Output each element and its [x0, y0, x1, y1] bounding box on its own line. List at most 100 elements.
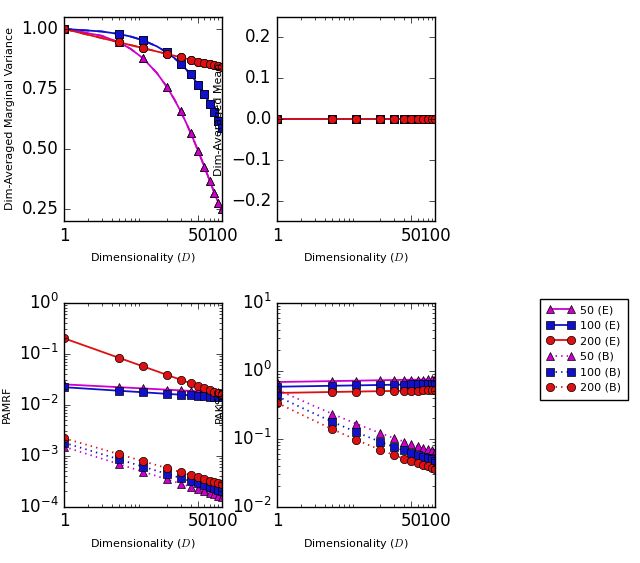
- 50 (B): [408, 441, 415, 448]
- 50 (B): [404, 440, 412, 446]
- 100 (B): [400, 447, 408, 454]
- 100 (E): [424, 381, 431, 387]
- 50 (B): [340, 415, 348, 422]
- 100 (B): [390, 444, 397, 450]
- 100 (B): [424, 455, 431, 462]
- 100 (E): [408, 381, 415, 388]
- 100 (B): [417, 453, 424, 459]
- 50 (B): [273, 386, 281, 393]
- 100 (E): [328, 382, 336, 389]
- X-axis label: Dimensionality ($D$): Dimensionality ($D$): [303, 252, 409, 266]
- 200 (E): [429, 387, 437, 394]
- 100 (E): [417, 381, 424, 388]
- 50 (B): [400, 438, 408, 445]
- 100 (B): [422, 454, 429, 461]
- 100 (B): [311, 410, 319, 417]
- 100 (E): [384, 382, 392, 388]
- 200 (B): [353, 436, 360, 443]
- 50 (E): [404, 377, 412, 383]
- 50 (E): [414, 376, 422, 383]
- 100 (E): [404, 381, 412, 388]
- 200 (E): [428, 387, 435, 394]
- 50 (E): [419, 376, 427, 383]
- 100 (B): [414, 452, 422, 458]
- 50 (B): [426, 446, 433, 453]
- 100 (B): [384, 441, 392, 448]
- 50 (E): [328, 378, 336, 385]
- 50 (E): [408, 376, 415, 383]
- 50 (E): [424, 376, 431, 383]
- 50 (B): [384, 432, 392, 439]
- 200 (B): [411, 459, 419, 466]
- 50 (E): [390, 377, 397, 383]
- 50 (B): [366, 426, 374, 432]
- 100 (E): [396, 381, 403, 388]
- 100 (B): [419, 453, 427, 460]
- 50 (E): [366, 377, 374, 384]
- 200 (B): [340, 431, 348, 438]
- X-axis label: Dimensionality ($D$): Dimensionality ($D$): [90, 537, 196, 551]
- 50 (E): [422, 376, 429, 383]
- 100 (E): [426, 381, 433, 387]
- 50 (E): [396, 377, 403, 383]
- 100 (E): [422, 381, 429, 387]
- 200 (E): [366, 388, 374, 395]
- 50 (E): [428, 376, 435, 383]
- Y-axis label: PAMRF: PAMRF: [2, 386, 12, 423]
- 100 (E): [429, 381, 437, 387]
- 100 (E): [431, 381, 439, 387]
- 200 (E): [384, 388, 392, 395]
- 50 (E): [273, 379, 281, 386]
- 100 (E): [353, 382, 360, 389]
- 100 (E): [376, 382, 384, 388]
- 200 (E): [328, 388, 336, 395]
- 200 (E): [431, 387, 439, 394]
- 100 (B): [411, 451, 419, 458]
- 100 (B): [353, 428, 360, 435]
- 50 (B): [411, 442, 419, 449]
- 200 (E): [417, 387, 424, 394]
- 200 (B): [426, 464, 433, 471]
- 200 (B): [419, 462, 427, 468]
- 200 (E): [411, 387, 419, 394]
- 100 (E): [419, 381, 427, 387]
- 100 (B): [376, 438, 384, 445]
- 200 (B): [390, 452, 397, 458]
- 100 (E): [311, 383, 319, 390]
- 200 (B): [273, 400, 281, 406]
- 100 (E): [400, 381, 408, 388]
- 200 (B): [396, 454, 403, 461]
- 50 (B): [353, 421, 360, 427]
- 200 (E): [390, 387, 397, 394]
- 200 (E): [396, 387, 403, 394]
- 50 (B): [429, 448, 437, 454]
- 200 (E): [400, 387, 408, 394]
- 50 (E): [376, 377, 384, 383]
- 50 (E): [400, 377, 408, 383]
- 50 (B): [390, 435, 397, 441]
- 200 (E): [311, 389, 319, 396]
- 50 (B): [414, 443, 422, 449]
- 200 (B): [428, 464, 435, 471]
- 200 (E): [340, 388, 348, 395]
- Y-axis label: PAKSG: PAKSG: [215, 386, 225, 423]
- 100 (B): [340, 423, 348, 430]
- 200 (B): [414, 460, 422, 467]
- 50 (B): [417, 444, 424, 450]
- 100 (B): [408, 450, 415, 457]
- 100 (E): [273, 383, 281, 390]
- 50 (B): [328, 410, 336, 417]
- 100 (E): [390, 381, 397, 388]
- 50 (E): [311, 378, 319, 385]
- Line: 50 (B): 50 (B): [273, 386, 440, 455]
- 200 (E): [404, 387, 412, 394]
- 100 (B): [273, 393, 281, 400]
- 100 (B): [426, 455, 433, 462]
- 100 (B): [396, 445, 403, 452]
- 100 (B): [428, 456, 435, 463]
- 200 (B): [408, 458, 415, 464]
- 50 (E): [353, 377, 360, 384]
- 200 (E): [426, 387, 433, 394]
- 200 (B): [422, 462, 429, 469]
- 50 (B): [419, 444, 427, 451]
